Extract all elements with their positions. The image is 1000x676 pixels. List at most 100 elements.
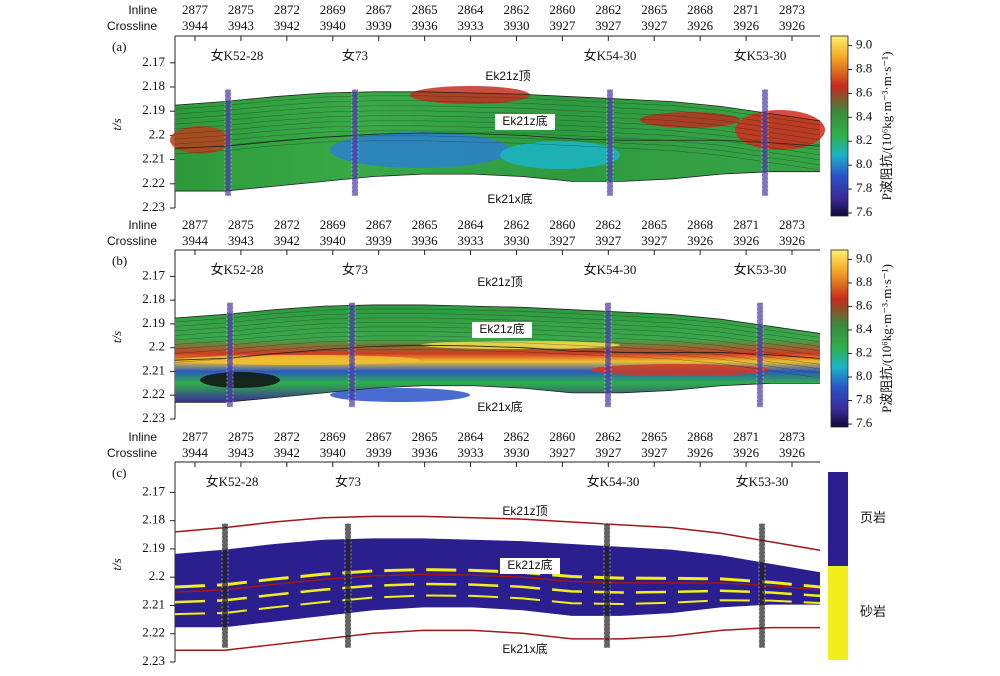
crossline-value: 3927: [549, 445, 576, 460]
well-log: [603, 523, 611, 649]
section-image: [175, 304, 820, 403]
sand-layer: [174, 582, 821, 604]
y-tick-label: 2.22: [142, 175, 165, 190]
colorbar: [830, 35, 849, 217]
crossline-value: 3942: [274, 18, 300, 33]
trace-line: [174, 105, 821, 136]
well-label: 女73: [335, 474, 361, 489]
trace-line: [174, 130, 821, 161]
inline-value: 2869: [320, 217, 346, 232]
inline-value: 2871: [733, 217, 759, 232]
colorbar-tick-label: 8.4: [856, 108, 873, 123]
horizon: [174, 344, 821, 361]
y-tick-label: 2.19: [142, 540, 165, 555]
horizon: [174, 515, 821, 552]
crossline-value: 3936: [412, 233, 439, 248]
inline-value: 2873: [779, 217, 805, 232]
y-tick-label: 2.22: [142, 625, 165, 640]
trace-line: [174, 349, 821, 379]
inline-value: 2877: [182, 429, 209, 444]
colorbar-tick-label: 8.0: [856, 368, 872, 383]
crossline-value: 3926: [779, 233, 806, 248]
crossline-value: 3943: [228, 445, 254, 460]
crossline-value: 3930: [503, 18, 529, 33]
inline-label: Inline: [128, 218, 157, 232]
inline-value: 2864: [458, 429, 485, 444]
section-feature: [735, 110, 825, 150]
y-tick-label: 2.19: [142, 315, 165, 330]
well-log: [761, 89, 769, 197]
y-tick-label: 2.23: [142, 410, 165, 425]
section-feature: [200, 372, 280, 388]
y-tick-label: 2.18: [142, 78, 165, 93]
colorbar-tick-label: 7.8: [856, 180, 872, 195]
legend-label: 页岩: [860, 510, 886, 525]
y-axis-label: t/s: [109, 558, 124, 570]
inline-value: 2862: [595, 2, 621, 17]
trace-line: [174, 313, 821, 343]
well-log: [221, 523, 229, 649]
trace-line: [174, 340, 821, 370]
horizon: [174, 304, 821, 334]
colorbar-label: P波阻抗/(10⁶kg·m⁻³·m·s⁻¹): [879, 264, 894, 413]
y-tick-label: 2.19: [142, 102, 165, 117]
colorbar: [830, 249, 849, 428]
sand-layer: [174, 594, 821, 616]
y-tick-label: 2.17: [142, 267, 165, 282]
panel-label: (b): [112, 253, 127, 268]
crossline-value: 3927: [641, 233, 668, 248]
lithology-image: [175, 538, 820, 628]
legend-swatch: [828, 472, 848, 566]
y-tick-label: 2.18: [142, 291, 165, 306]
section-feature: [410, 86, 530, 104]
horizon-label: Ek21x底: [502, 641, 547, 656]
crossline-value: 3927: [549, 233, 576, 248]
inline-value: 2865: [641, 217, 667, 232]
well-label: 女K52-28: [211, 48, 264, 63]
y-tick-label: 2.18: [142, 512, 165, 527]
horizon: [174, 91, 821, 122]
colorbar-tick-label: 8.2: [856, 132, 872, 147]
crossline-label: Crossline: [107, 446, 157, 460]
horizon: [174, 573, 821, 593]
panel-label: (a): [112, 39, 126, 54]
inline-value: 2868: [687, 2, 713, 17]
y-tick-label: 2.21: [142, 151, 165, 166]
inline-value: 2865: [412, 429, 438, 444]
inline-value: 2868: [687, 217, 713, 232]
crossline-value: 3930: [503, 445, 529, 460]
horizon-label: Ek21z顶: [502, 504, 547, 518]
crossline-value: 3933: [458, 233, 484, 248]
inline-value: 2860: [549, 217, 575, 232]
section-feature: [590, 364, 770, 376]
well-log: [351, 89, 359, 197]
colorbar-tick-label: 7.6: [856, 415, 873, 430]
colorbar-tick-label: 9.0: [856, 250, 872, 265]
section-feature: [170, 126, 230, 154]
inline-value: 2869: [320, 429, 346, 444]
crossline-value: 3933: [458, 18, 484, 33]
colorbar-tick-label: 8.6: [856, 297, 873, 312]
well-label: 女K54-30: [584, 262, 637, 277]
horizon-label-box: [500, 558, 560, 574]
well-label: 女K54-30: [584, 48, 637, 63]
crossline-value: 3939: [366, 233, 392, 248]
well-label: 女K52-28: [211, 262, 264, 277]
crossline-value: 3926: [733, 233, 760, 248]
section-feature: [330, 388, 470, 402]
trace-line: [174, 110, 821, 141]
horizon-label: Ek21x底: [487, 191, 532, 206]
well-label: 女K53-30: [734, 262, 787, 277]
inline-value: 2875: [228, 217, 254, 232]
inline-value: 2865: [412, 2, 438, 17]
section-feature: [180, 355, 420, 365]
horizon-label: Ek21z底: [507, 557, 552, 572]
crossline-value: 3943: [228, 18, 254, 33]
crossline-value: 3943: [228, 233, 254, 248]
sand-layer: [174, 568, 821, 589]
y-tick-label: 2.2: [149, 339, 165, 354]
well-log: [224, 89, 232, 197]
inline-value: 2871: [733, 429, 759, 444]
well-log: [344, 523, 352, 649]
colorbar-tick-label: 8.2: [856, 344, 872, 359]
